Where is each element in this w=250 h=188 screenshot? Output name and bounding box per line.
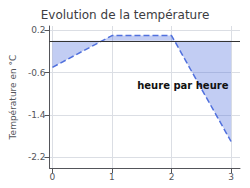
svg-text:heure par heure: heure par heure xyxy=(137,80,228,91)
svg-text:Température en °C: Température en °C xyxy=(8,55,18,141)
svg-text:Evolution de la température: Evolution de la température xyxy=(41,8,210,22)
svg-text:0: 0 xyxy=(50,172,56,182)
svg-text:2: 2 xyxy=(169,172,175,182)
svg-text:-2.2: -2.2 xyxy=(28,152,46,162)
svg-text:3: 3 xyxy=(228,172,234,182)
svg-text:-0.6: -0.6 xyxy=(28,68,46,78)
svg-text:0.2: 0.2 xyxy=(31,25,45,35)
svg-text:1: 1 xyxy=(109,172,115,182)
svg-text:-1.4: -1.4 xyxy=(28,110,46,120)
